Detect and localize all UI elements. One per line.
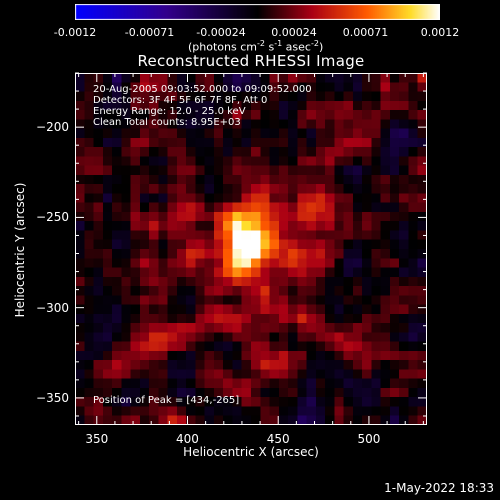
chart-title: Reconstructed RHESSI Image (137, 52, 365, 70)
y-tick-label: −250 (36, 210, 69, 225)
colorbar (75, 4, 440, 20)
image-plot-area: 20-Aug-2005 09:03:52.000 to 09:09:52.000… (75, 72, 427, 425)
x-tick-label: 350 (85, 432, 109, 446)
colorbar-tick-label: -0.00071 (124, 26, 175, 39)
colorbar-tick-label: 0.00024 (271, 26, 317, 39)
colorbar-tick-label: -0.00024 (196, 26, 246, 39)
x-tick-label: 400 (176, 432, 199, 446)
plot-frame (75, 73, 427, 425)
colorbar-tick-label: -0.0012 (53, 26, 97, 39)
colorbar-unit-label: (photons cm-2 s-1 asec-2) (188, 39, 324, 54)
annotation-counts: Clean Total counts: 8.95E+03 (93, 117, 241, 128)
plot-datestamp: 1-May-2022 18:33 (384, 481, 494, 495)
x-tick-label: 450 (266, 432, 290, 446)
y-axis-label: Heliocentric Y (arcsec) (13, 182, 27, 318)
x-tick-label: 500 (357, 432, 381, 446)
plot-axes (75, 72, 427, 425)
annotation-peak-position: Position of Peak = [434,-265] (93, 395, 240, 406)
colorbar-tick-label: 0.00071 (342, 26, 389, 39)
annotation-detectors: Detectors: 3F 4F 5F 6F 7F 8F, Att 0 (93, 95, 268, 106)
y-tick-label: −200 (36, 120, 69, 135)
y-tick-label: −300 (36, 300, 69, 315)
x-axis-label: Heliocentric X (arcsec) (183, 445, 319, 459)
y-tick-label: −350 (36, 390, 69, 405)
annotation-energy-range: Energy Range: 12.0 - 25.0 keV (93, 106, 246, 117)
annotation-time-range: 20-Aug-2005 09:03:52.000 to 09:09:52.000 (93, 84, 312, 95)
flare-image-heatmap (75, 73, 427, 425)
colorbar-tick-label: 0.0012 (420, 26, 460, 39)
